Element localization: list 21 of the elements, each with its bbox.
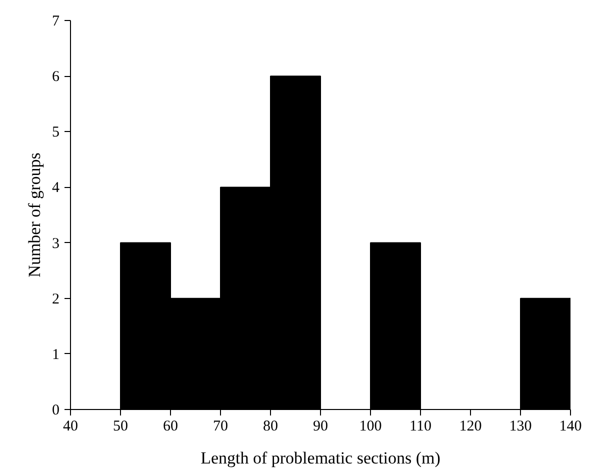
x-tick-label: 50 xyxy=(113,418,128,434)
y-tick-label: 0 xyxy=(52,402,60,418)
y-tick-label: 3 xyxy=(52,236,60,252)
x-tick-label: 140 xyxy=(559,418,582,434)
y-tick-label: 7 xyxy=(52,14,60,30)
x-tick-label: 60 xyxy=(163,418,178,434)
x-tick-label: 100 xyxy=(359,418,382,434)
y-tick-label: 1 xyxy=(52,346,60,363)
x-tick-label: 110 xyxy=(410,418,432,434)
x-tick-label: 40 xyxy=(63,418,78,434)
y-axis-title: Number of groups xyxy=(25,152,44,278)
y-tick-label: 2 xyxy=(52,291,60,308)
y-tick-label: 4 xyxy=(52,180,60,196)
x-axis-title: Length of problematic sections (m) xyxy=(200,448,440,468)
x-tick-label: 90 xyxy=(313,418,328,434)
x-tick-label: 120 xyxy=(459,418,482,434)
x-tick-label: 80 xyxy=(263,418,278,434)
y-tick-label: 5 xyxy=(52,124,60,141)
x-tick-label: 130 xyxy=(509,418,532,434)
y-tick-label: 6 xyxy=(52,69,60,86)
x-tick-label: 70 xyxy=(213,418,228,434)
